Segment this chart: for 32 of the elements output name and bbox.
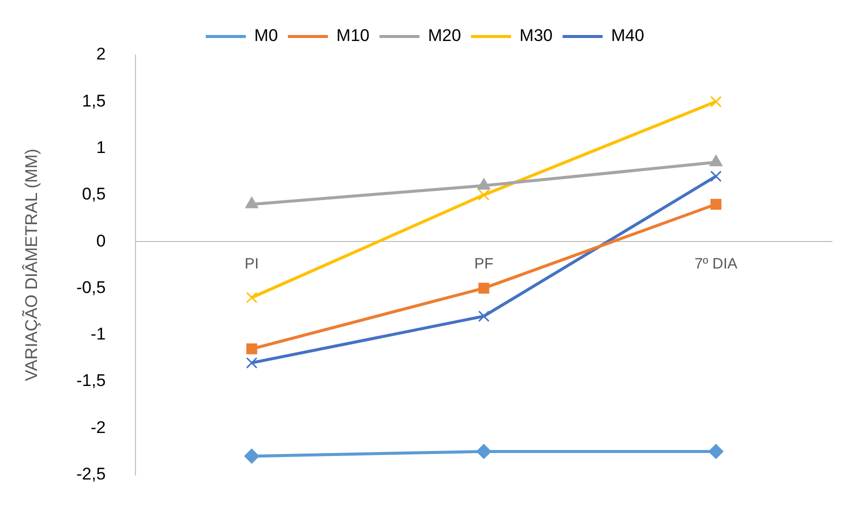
point [478,310,490,322]
point [246,343,258,354]
point [246,357,258,369]
point [476,444,492,459]
x-tick-label: PF [474,256,494,273]
y-tick-label: 0,5 [82,184,106,204]
legend-label: M20 [428,26,462,46]
point [477,178,490,190]
point [710,96,722,108]
point [246,292,258,304]
y-tick-label: 0 [96,231,106,250]
legend-label: M30 [520,26,553,46]
y-axis-title: VARIAÇÃO DIÂMETRAL (MM) [22,148,41,382]
x-tick-label: 7º DIA [694,256,738,273]
point [710,198,722,210]
y-tick-label: 1,5 [82,91,106,110]
x-tick-label: PI [244,256,259,273]
point [710,170,722,182]
y-tick-label: -1,5 [76,371,106,390]
y-tick-label: -0,5 [76,278,106,297]
y-tick-label: -1 [90,324,106,344]
legend-label: M10 [336,26,370,46]
point [708,444,724,459]
y-tick-label: -2,5 [76,464,106,484]
y-tick-label: 1 [96,138,106,157]
y-tick-label: -2 [90,418,106,437]
point [478,189,490,201]
point [244,448,260,464]
legend-label: M0 [254,26,278,46]
y-tick-label: 2 [96,44,106,64]
legend-label: M40 [611,26,644,46]
point [478,282,490,294]
